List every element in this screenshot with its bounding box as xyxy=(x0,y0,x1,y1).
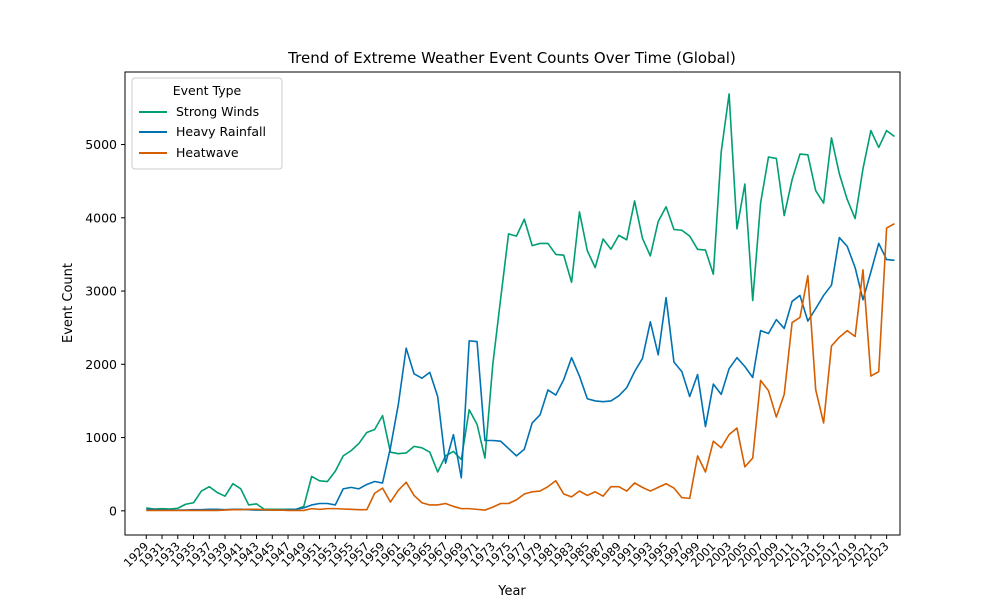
legend: Event Type Strong Winds Heavy Rainfall H… xyxy=(131,77,283,170)
x-axis-ticks: 1929193119331935193719391941194319451947… xyxy=(121,535,892,570)
legend-label-heatwave: Heatwave xyxy=(176,145,239,160)
legend-label-heavy-rainfall: Heavy Rainfall xyxy=(176,124,266,139)
chart-title: Trend of Extreme Weather Event Counts Ov… xyxy=(287,49,736,67)
legend-title: Event Type xyxy=(173,83,242,98)
y-tick-label: 1000 xyxy=(85,430,117,445)
series-layer xyxy=(146,93,895,512)
y-tick-label: 4000 xyxy=(85,210,117,225)
series-line-heatwave xyxy=(146,222,895,512)
y-tick-label: 3000 xyxy=(85,284,117,299)
y-tick-label: 5000 xyxy=(85,137,117,152)
legend-label-strong-winds: Strong Winds xyxy=(176,104,259,119)
y-axis-label: Event Count xyxy=(61,263,76,343)
x-axis-label: Year xyxy=(497,584,526,599)
legend-box xyxy=(131,77,283,170)
y-axis-ticks: 0 1000 2000 3000 4000 5000 xyxy=(85,137,125,518)
axes-frame xyxy=(124,71,901,536)
y-tick-label: 0 xyxy=(109,503,117,518)
y-tick-label: 2000 xyxy=(85,357,117,372)
